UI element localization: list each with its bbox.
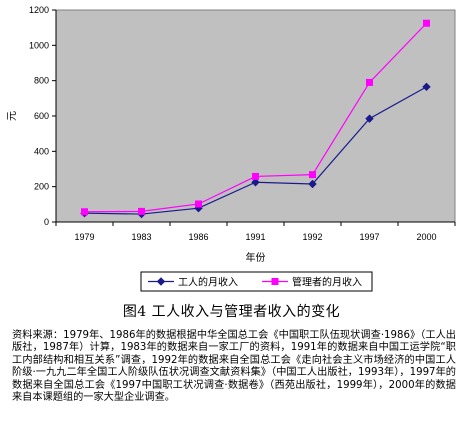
series-2-point: [366, 78, 373, 86]
y-tick-label: 600: [34, 111, 49, 121]
x-tick-label: 1997: [359, 232, 379, 242]
y-tick-label: 400: [34, 146, 49, 156]
series-2-point: [423, 19, 430, 27]
series-2-point: [195, 200, 202, 208]
y-tick-label: 1200: [29, 5, 49, 15]
x-tick-label: 2000: [416, 232, 436, 242]
legend-label-1: 工人的月收入: [178, 276, 238, 289]
chart: 0 200 400 600 800 1000 1200 1979 1983 1986 1991 199…: [7, 5, 456, 292]
legend-box: [140, 271, 373, 292]
x-tick-label: 1983: [131, 232, 151, 242]
series-2-point: [138, 207, 145, 215]
y-axis-title: 元: [7, 111, 18, 121]
legend-marker-2: [271, 278, 279, 285]
series-1-point: [365, 114, 374, 123]
x-axis-title: 年份: [246, 251, 266, 264]
series-2-point: [252, 172, 259, 180]
y-tick-label: 1000: [29, 40, 49, 50]
series-1-point: [422, 82, 431, 92]
plot-area: [55, 9, 456, 223]
y-tick-label: 200: [34, 182, 49, 192]
figure-caption: 图4 工人收入与管理者收入的变化: [122, 304, 341, 320]
x-tick-label: 1991: [245, 232, 265, 242]
series-1-point: [251, 178, 260, 187]
y-tick-label: 800: [34, 76, 49, 86]
x-tick-label: 1992: [302, 232, 322, 242]
source-note: 资料来源：1979年、1986年的数据根据中华全国总工会《中国职工队伍现状调查·…: [12, 330, 456, 404]
x-tick-label: 1986: [188, 232, 208, 242]
legend-label-2: 管理者的月收入: [292, 276, 362, 289]
series-2-point: [81, 208, 88, 216]
line-chart: 0 200 400 600 800 1000 1200 1979 1983 1986 1991 199…: [7, 5, 456, 292]
series-2-point: [309, 171, 316, 179]
series-1-point: [308, 179, 317, 189]
y-tick-label: 0: [44, 217, 49, 227]
legend-marker-1: [156, 277, 166, 286]
x-tick-label: 1979: [74, 232, 94, 242]
